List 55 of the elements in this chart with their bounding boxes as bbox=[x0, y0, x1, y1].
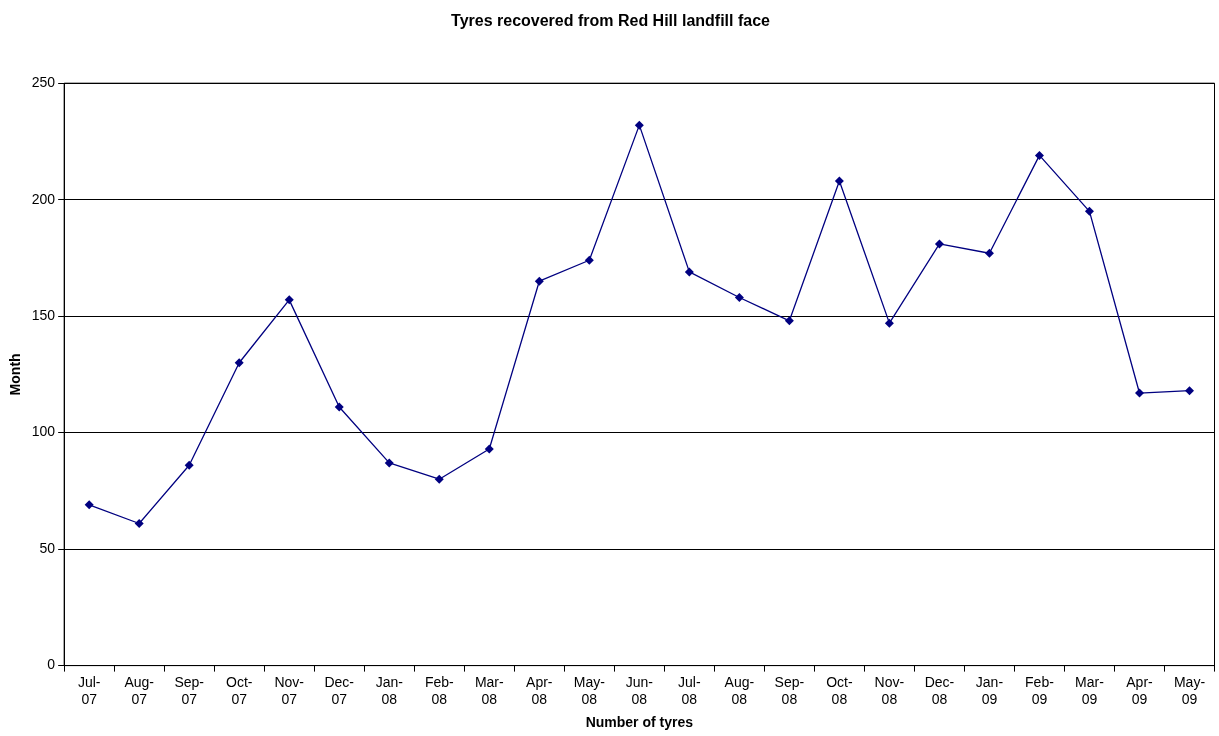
point bbox=[1084, 206, 1094, 216]
point bbox=[684, 267, 694, 277]
x-tick-label: Aug-08 bbox=[724, 673, 755, 707]
point bbox=[184, 460, 194, 470]
x-tick-label: Jul-07 bbox=[77, 673, 101, 707]
point bbox=[1034, 150, 1044, 160]
point bbox=[884, 318, 894, 328]
point bbox=[784, 316, 794, 326]
point bbox=[984, 248, 994, 258]
y-tick-label: 0 bbox=[47, 656, 56, 673]
point bbox=[534, 276, 544, 286]
x-tick-label: Jul-08 bbox=[678, 673, 701, 707]
x-tick-label: Feb-08 bbox=[424, 673, 454, 707]
chart-title: Tyres recovered from Red Hill landfill face bbox=[451, 12, 771, 30]
x-axis-title: Number of tyres bbox=[585, 714, 694, 731]
x-tick-label: Oct-08 bbox=[826, 673, 853, 707]
point bbox=[134, 518, 144, 528]
x-tick-label: Jan-09 bbox=[975, 673, 1004, 707]
point bbox=[384, 458, 394, 468]
x-tick-label: Jan-08 bbox=[375, 673, 404, 707]
x-tick-label: May-09 bbox=[1173, 673, 1206, 707]
x-tick-label: Mar-09 bbox=[1075, 673, 1105, 707]
y-tick-label: 100 bbox=[31, 423, 56, 440]
point bbox=[1134, 388, 1144, 398]
x-tick-label: Oct-07 bbox=[225, 673, 253, 707]
x-tick-label: Apr-09 bbox=[1126, 673, 1154, 707]
y-axis-title: Month bbox=[7, 353, 24, 396]
point bbox=[934, 239, 944, 249]
point bbox=[1184, 386, 1194, 396]
point bbox=[84, 500, 94, 510]
x-tick-label: Sep-08 bbox=[774, 673, 805, 707]
x-tick-label: May-08 bbox=[573, 673, 606, 707]
point bbox=[434, 474, 444, 484]
y-tick-label: 250 bbox=[31, 74, 56, 91]
x-tick-label: Dec-08 bbox=[924, 673, 955, 707]
y-tick-label: 50 bbox=[39, 539, 56, 556]
point bbox=[634, 120, 644, 130]
point bbox=[584, 255, 594, 265]
x-tick-label: Apr-08 bbox=[526, 673, 553, 707]
x-tick-label: Dec-07 bbox=[324, 673, 355, 707]
x-tick-label: Mar-08 bbox=[474, 673, 504, 707]
x-tick-label: Nov-07 bbox=[274, 673, 305, 707]
point bbox=[834, 176, 844, 186]
x-tick-label: Aug-07 bbox=[124, 673, 155, 707]
y-tick-label: 150 bbox=[31, 307, 56, 324]
x-tick-label: Nov-08 bbox=[874, 673, 905, 707]
point bbox=[334, 402, 344, 412]
point bbox=[234, 358, 244, 368]
point bbox=[734, 293, 744, 303]
point bbox=[284, 295, 294, 305]
y-tick-label: 200 bbox=[31, 190, 56, 207]
point bbox=[484, 444, 494, 454]
x-tick-label: Jun-08 bbox=[625, 673, 654, 707]
x-tick-label: Sep-07 bbox=[174, 673, 205, 707]
x-tick-label: Feb-09 bbox=[1025, 673, 1055, 707]
